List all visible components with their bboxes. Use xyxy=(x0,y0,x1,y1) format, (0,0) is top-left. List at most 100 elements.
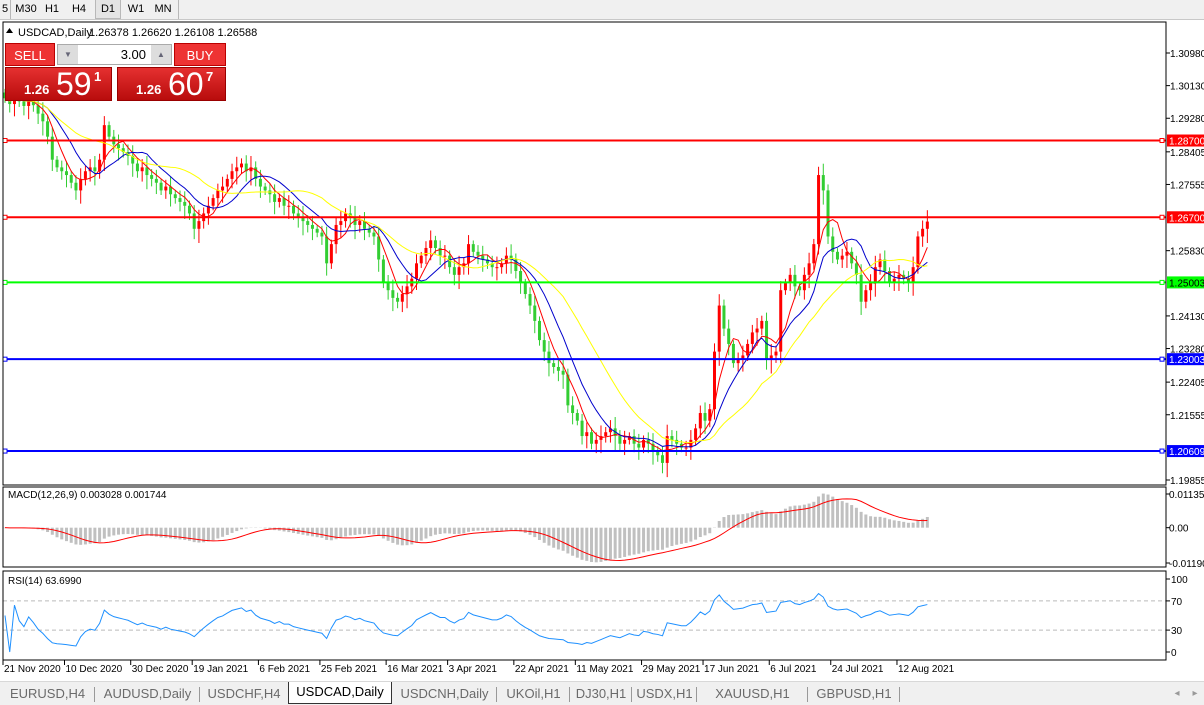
candle-body xyxy=(211,198,215,206)
macd-histogram-bar xyxy=(121,527,125,535)
level-handle[interactable] xyxy=(1159,279,1165,285)
candle xyxy=(287,195,291,220)
candle-body xyxy=(580,420,584,437)
date-tick-label: 6 Feb 2021 xyxy=(259,664,310,675)
macd-histogram-bar xyxy=(457,527,461,534)
tab-gbpusd-h1[interactable]: GBPUSD,H1 xyxy=(816,686,892,701)
macd-histogram-bar xyxy=(282,527,286,532)
candle xyxy=(519,261,523,294)
candle-body xyxy=(850,251,854,264)
tab-dj30-h1[interactable]: DJ30,H1 xyxy=(575,686,627,701)
tab-divider xyxy=(696,687,697,702)
candle-body xyxy=(566,374,570,406)
candle-body xyxy=(249,167,253,172)
sell-price[interactable]: 1.26 59 1 xyxy=(5,66,112,102)
level-handle[interactable] xyxy=(2,214,8,220)
scroll-right-icon[interactable]: ▸ xyxy=(1192,688,1198,699)
timeframe-d1[interactable]: D1 xyxy=(95,0,121,19)
macd-histogram-bar xyxy=(689,527,693,542)
candle-body xyxy=(916,236,920,268)
candle-body xyxy=(840,255,844,260)
sell-button[interactable]: SELL xyxy=(5,43,55,66)
level-handle[interactable] xyxy=(1159,448,1165,454)
candle-body xyxy=(315,228,319,233)
candle xyxy=(471,240,475,257)
candle-body xyxy=(590,432,594,444)
macd-histogram-bar xyxy=(646,527,650,552)
macd-signal-line xyxy=(4,498,928,561)
macd-histogram-bar xyxy=(878,516,882,528)
candle-body xyxy=(788,274,792,283)
lot-increase-icon[interactable]: ▲ xyxy=(151,45,171,64)
candle xyxy=(604,426,608,443)
lot-size-input[interactable]: 3.00 xyxy=(120,47,146,62)
candle-body xyxy=(98,159,102,172)
candle xyxy=(722,299,726,337)
candle-body xyxy=(183,201,187,206)
candle-body xyxy=(79,178,83,191)
lot-decrease-icon[interactable]: ▼ xyxy=(58,45,78,64)
macd-histogram-bar xyxy=(627,527,631,556)
date-tick-label: 29 May 2021 xyxy=(643,664,701,675)
candle-body xyxy=(542,340,546,352)
candle-body xyxy=(448,255,452,268)
tab-usdcad-daily[interactable]: USDCAD,Daily xyxy=(288,682,392,704)
buy-price-prefix: 1.26 xyxy=(136,82,162,97)
date-tick-label: 30 Dec 2020 xyxy=(132,664,189,675)
timeframe-m5[interactable]: 5 xyxy=(1,3,9,15)
timeframe-mn[interactable]: MN xyxy=(154,3,172,15)
tab-usdx-h1[interactable]: USDX,H1 xyxy=(636,686,693,701)
buy-button[interactable]: BUY xyxy=(174,43,226,66)
macd-histogram-bar xyxy=(358,527,362,535)
candle-body xyxy=(197,221,201,229)
date-tick-label: 22 Apr 2021 xyxy=(515,664,569,675)
candle-body xyxy=(164,186,168,191)
chart-collapse-icon[interactable] xyxy=(6,28,13,33)
candle xyxy=(244,155,248,182)
candle-body xyxy=(618,436,622,444)
macd-histogram-bar xyxy=(859,511,863,528)
level-handle[interactable] xyxy=(1159,356,1165,362)
macd-histogram-bar xyxy=(306,527,310,536)
macd-histogram-bar xyxy=(765,511,769,528)
macd-histogram-bar xyxy=(372,527,376,535)
candle-body xyxy=(121,148,125,153)
candle-body xyxy=(27,100,31,106)
macd-histogram-bar xyxy=(381,527,385,539)
candle xyxy=(599,425,603,454)
timeframe-m30[interactable]: M30 xyxy=(15,3,37,15)
buy-price[interactable]: 1.26 60 7 xyxy=(117,66,226,102)
macd-histogram-bar xyxy=(320,527,324,538)
level-handle[interactable] xyxy=(2,448,8,454)
timeframe-h4[interactable]: H4 xyxy=(71,3,87,15)
tab-audusd-daily[interactable]: AUDUSD,Daily xyxy=(103,686,192,701)
candle-body xyxy=(883,259,887,272)
chart-tabs: EURUSD,H4 AUDUSD,Daily USDCHF,H4 USDCAD,Dai… xyxy=(0,681,1204,705)
candle xyxy=(802,267,806,300)
price-chart[interactable]: 1.30980 1.30130 1.29280 1.28405 1.27555 1.258… xyxy=(0,20,1204,681)
timeframe-w1[interactable]: W1 xyxy=(127,3,145,15)
tab-usdchf-h4[interactable]: USDCHF,H4 xyxy=(207,686,281,701)
sell-price-prefix: 1.26 xyxy=(24,82,50,97)
candle xyxy=(575,409,579,426)
timeframe-h1[interactable]: H1 xyxy=(44,3,60,15)
level-handle[interactable] xyxy=(2,356,8,362)
level-handle[interactable] xyxy=(2,279,8,285)
candle-body xyxy=(481,255,485,260)
level-handle[interactable] xyxy=(2,138,8,144)
level-handle[interactable] xyxy=(1159,214,1165,220)
macd-histogram-bar xyxy=(736,514,740,528)
candle-body xyxy=(698,413,702,429)
candle xyxy=(443,245,447,269)
scroll-left-icon[interactable]: ◂ xyxy=(1174,688,1180,699)
macd-histogram-bar xyxy=(500,527,504,531)
main-pane-frame xyxy=(2,21,1167,486)
level-handle[interactable] xyxy=(1159,138,1165,144)
candle-body xyxy=(835,251,839,260)
candle-body xyxy=(651,443,655,452)
tab-xauusd-h1[interactable]: XAUUSD,H1 xyxy=(715,686,790,701)
tab-usdcnh-daily[interactable]: USDCNH,Daily xyxy=(400,686,489,701)
tab-eurusd-h4[interactable]: EURUSD,H4 xyxy=(9,686,86,701)
macd-histogram-bar xyxy=(850,505,854,528)
tab-ukoil-h1[interactable]: UKOil,H1 xyxy=(506,686,561,701)
